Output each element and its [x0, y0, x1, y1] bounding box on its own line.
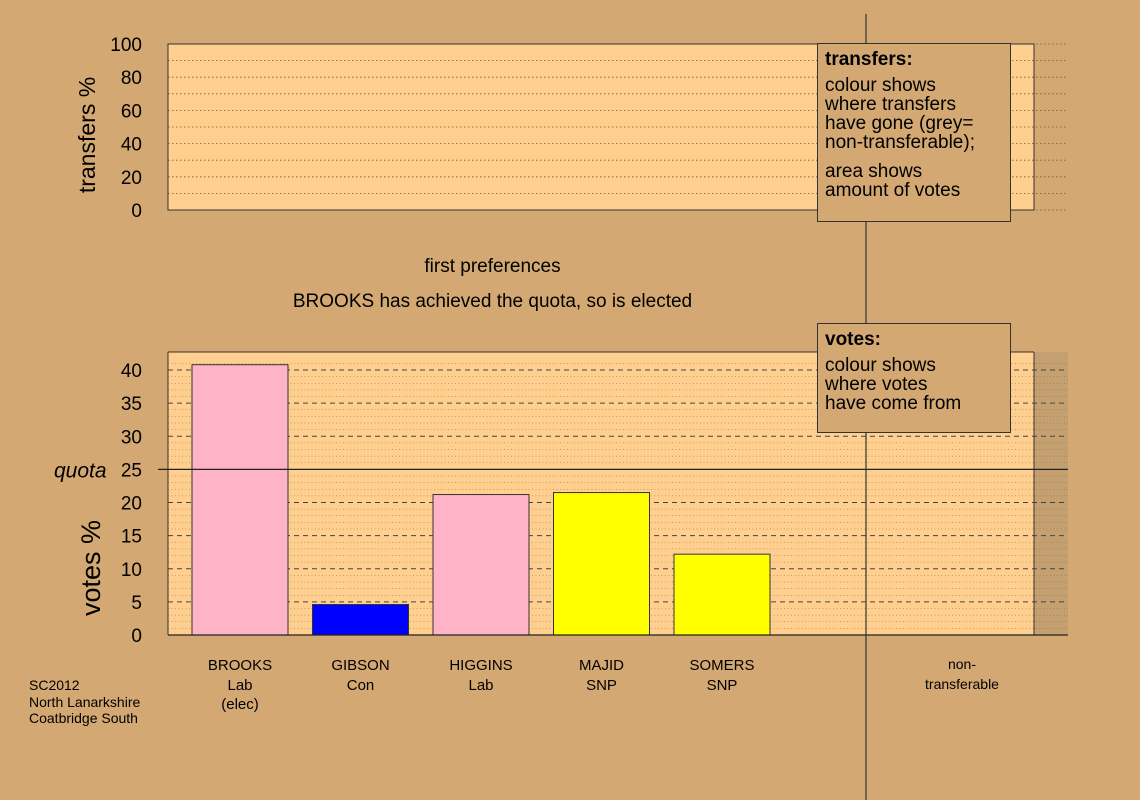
bar-somers	[673, 553, 771, 636]
top-y-tick-label: 100	[110, 35, 142, 56]
category-label-party: Con	[347, 677, 375, 694]
legend-votes-title: votes:	[825, 329, 881, 350]
legend-votes-line: where votes	[825, 374, 928, 395]
legend-transfers-title: transfers:	[825, 49, 913, 70]
bottom-y-tick-label: 20	[121, 494, 142, 515]
legend-transfers-line: area shows	[825, 161, 923, 182]
category-label-party: SNP	[586, 677, 617, 694]
top-y-tick-label: 0	[131, 201, 142, 222]
nontransferable-label: transferable	[925, 676, 999, 692]
bottom-y-axis-label: votes %	[76, 520, 106, 616]
top-y-tick-label: 40	[121, 135, 142, 156]
chart-subtitle: BROOKS has achieved the quota, so is ele…	[292, 291, 693, 312]
footer-council: North Lanarkshire	[29, 694, 141, 710]
quota-label: quota	[54, 459, 107, 482]
bottom-y-tick-label: 30	[121, 427, 142, 448]
legend-votes-line: colour shows	[825, 355, 936, 376]
legend-transfers-line: amount of votes	[825, 180, 961, 201]
bar-majid	[553, 492, 650, 636]
top-y-tick-label: 20	[121, 168, 142, 189]
bar-gibson	[312, 604, 409, 636]
category-label-party: Lab	[227, 677, 252, 694]
legend-transfers-line: where transfers	[825, 94, 956, 115]
footer-ward: Coatbridge South	[29, 710, 138, 726]
top-plot-frame	[167, 43, 1035, 211]
top-y-tick-label: 60	[121, 101, 142, 122]
category-label-party: SNP	[707, 677, 738, 694]
category-label-name: SOMERS	[689, 657, 754, 674]
bottom-nontransferable-band	[1034, 352, 1068, 635]
top-nontransferable-band	[1034, 44, 1068, 210]
legend-transfers-line: colour shows	[825, 75, 936, 96]
bottom-y-tick-label: 0	[131, 626, 142, 647]
legend-transfers-line: non-transferable);	[825, 132, 975, 153]
bottom-y-tick-label: 25	[121, 460, 142, 481]
bar-higgins	[432, 494, 530, 636]
legend-votes-line: have come from	[825, 393, 962, 414]
bottom-y-tick-label: 40	[121, 361, 142, 382]
bottom-y-tick-label: 15	[121, 527, 142, 548]
legend-transfers: transfers: colour shows where transfers …	[817, 43, 1011, 222]
chart-title: first preferences	[424, 256, 561, 277]
bar-brooks	[191, 364, 289, 636]
category-label-name: BROOKS	[208, 657, 272, 674]
category-label-name: MAJID	[579, 657, 624, 674]
top-y-axis-label: transfers %	[74, 77, 100, 193]
legend-votes: votes: colour shows where votes have com…	[817, 323, 1011, 433]
category-label-name: HIGGINS	[449, 657, 512, 674]
top-y-tick-label: 80	[121, 68, 142, 89]
bottom-y-tick-label: 5	[131, 593, 142, 614]
bottom-y-tick-label: 35	[121, 394, 142, 415]
category-label-party: Lab	[468, 677, 493, 694]
category-label-note: (elec)	[221, 696, 259, 713]
category-label-name: GIBSON	[331, 657, 389, 674]
nontransferable-label: non-	[948, 656, 976, 672]
bottom-y-tick-label: 10	[121, 560, 142, 581]
legend-transfers-line: have gone (grey=	[825, 113, 974, 134]
footer-year: SC2012	[29, 677, 80, 693]
